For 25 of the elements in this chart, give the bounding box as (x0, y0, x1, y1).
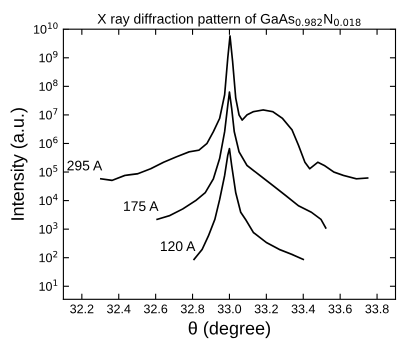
x-tick-label: 32.2 (70, 304, 94, 314)
x-tick-label: 33.8 (365, 304, 389, 314)
y-tick-label: 10$^{10}$ (34, 22, 58, 34)
x-axis-title: θ (degree) (188, 321, 270, 338)
x-tick-label: 32.4 (107, 304, 131, 314)
y-tick-label: 10$^{9}$ (39, 50, 58, 62)
x-tick-label: 33.6 (328, 304, 352, 314)
x-tick-label: 33.2 (254, 304, 278, 314)
x-tick-label: 33.0 (218, 304, 242, 314)
x-tick-label: 32.6 (144, 304, 168, 314)
y-tick-label: 10$^{7}$ (39, 108, 58, 120)
x-tick-label: 33.4 (292, 304, 316, 314)
x-tick-label: 32.8 (180, 304, 204, 314)
y-tick-label: 10$^{2}$ (39, 250, 58, 262)
y-tick-label: 10$^{4}$ (39, 194, 58, 206)
y-tick-label: 10$^{5}$ (39, 165, 58, 177)
y-tick-label: 10$^{8}$ (39, 80, 58, 91)
y-tick-label: 10$^{3}$ (39, 222, 58, 234)
y-axis-title: Intensity (a.u.) (10, 108, 28, 220)
y-tick-label: 10$^{6}$ (39, 136, 58, 148)
series-label: 175 A (124, 201, 158, 212)
y-tick-label: 10$^{1}$ (39, 280, 58, 291)
series-label: 295 A (67, 160, 102, 170)
chart-title: X ray diffraction pattern of GaAs$_{0.982}$N$_{0.018}$ (98, 14, 361, 26)
series-label: 120 A (160, 241, 196, 252)
